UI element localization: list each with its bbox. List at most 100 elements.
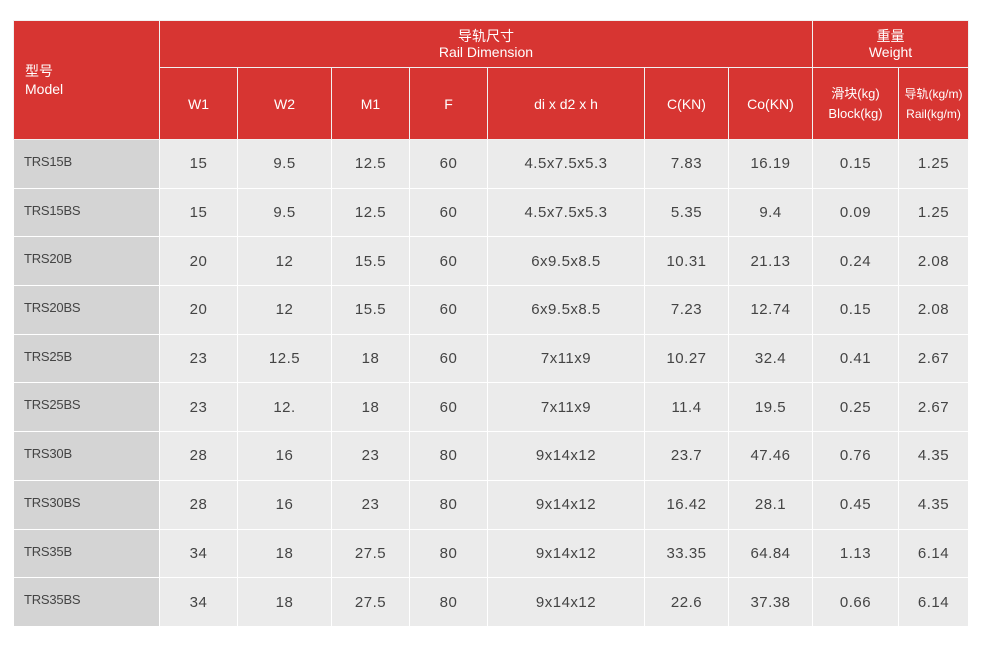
table-row: TRS30B 28 16 23 80 9x14x12 23.7 47.46 0.…	[13, 431, 970, 481]
table-row: TRS15B 15 9.5 12.5 60 4.5x7.5x5.3 7.83 1…	[13, 139, 970, 189]
w2-cell: 9.5	[237, 139, 332, 189]
rail-dimension-header: 导轨尺寸 Rail Dimension	[159, 20, 813, 68]
rail-weight-cell: 2.08	[897, 285, 970, 335]
c-cell: 7.23	[644, 285, 729, 335]
m1-cell: 23	[331, 480, 410, 530]
model-cell: TRS25B	[13, 334, 160, 384]
table-row: TRS35BS 34 18 27.5 80 9x14x12 22.6 37.38…	[13, 577, 970, 627]
f-cell: 80	[409, 480, 488, 530]
model-cell: TRS20B	[13, 236, 160, 287]
block-weight-cell: 0.24	[812, 236, 899, 287]
m1-cell: 23	[331, 431, 410, 481]
block-weight-cell: 0.45	[812, 480, 899, 530]
header-row-group: 型号 Model 导轨尺寸 Rail Dimension 重量 Weight	[13, 20, 970, 140]
w2-cell: 12.	[237, 382, 332, 433]
w2-cell: 9.5	[237, 188, 332, 238]
rail-weight-cell: 2.67	[897, 334, 970, 384]
c-cell: 16.42	[644, 480, 729, 530]
block-weight-cell: 0.41	[812, 334, 899, 384]
w2-cell: 12	[237, 285, 332, 335]
table-row: TRS20BS 20 12 15.5 60 6x9.5x8.5 7.23 12.…	[13, 285, 970, 335]
rail-weight-cell: 2.08	[897, 236, 970, 287]
m1-cell: 12.5	[331, 188, 410, 238]
co-cell: 64.84	[728, 529, 813, 579]
col-header-f: F	[409, 67, 488, 140]
model-cell: TRS35BS	[13, 577, 160, 627]
table-row: TRS25BS 23 12. 18 60 7x11x9 11.4 19.5 0.…	[13, 382, 970, 433]
w1-cell: 28	[159, 480, 238, 530]
rail-weight-cell: 1.25	[897, 188, 970, 238]
co-cell: 47.46	[728, 431, 813, 481]
m1-cell: 15.5	[331, 285, 410, 335]
model-cell: TRS35B	[13, 529, 160, 579]
table-row: TRS20B 20 12 15.5 60 6x9.5x8.5 10.31 21.…	[13, 236, 970, 287]
w2-cell: 12	[237, 236, 332, 287]
col-header-w2: W2	[237, 67, 332, 140]
m1-cell: 15.5	[331, 236, 410, 287]
f-cell: 60	[409, 236, 488, 287]
table-body: TRS15B 15 9.5 12.5 60 4.5x7.5x5.3 7.83 1…	[13, 139, 970, 627]
table-row: TRS30BS 28 16 23 80 9x14x12 16.42 28.1 0…	[13, 480, 970, 530]
f-cell: 60	[409, 188, 488, 238]
col-header-rail-en: Rail(kg/m)	[906, 106, 961, 121]
col-header-dims: di x d2 x h	[487, 67, 645, 140]
model-cell: TRS30B	[13, 431, 160, 481]
f-cell: 80	[409, 577, 488, 627]
model-cell: TRS25BS	[13, 382, 160, 433]
model-cell: TRS20BS	[13, 285, 160, 335]
table-row: TRS25B 23 12.5 18 60 7x11x9 10.27 32.4 0…	[13, 334, 970, 384]
co-cell: 12.74	[728, 285, 813, 335]
dims-cell: 9x14x12	[487, 480, 645, 530]
rail-weight-cell: 1.25	[897, 139, 970, 189]
c-cell: 10.31	[644, 236, 729, 287]
col-header-co: Co(KN)	[728, 67, 813, 140]
m1-cell: 27.5	[331, 577, 410, 627]
model-header-cn: 型号	[25, 63, 53, 79]
block-weight-cell: 1.13	[812, 529, 899, 579]
w2-cell: 18	[237, 529, 332, 579]
c-cell: 5.35	[644, 188, 729, 238]
dims-cell: 9x14x12	[487, 529, 645, 579]
weight-header: 重量 Weight	[811, 20, 970, 68]
rail-dimension-header-en: Rail Dimension	[438, 44, 534, 60]
w1-cell: 15	[159, 188, 238, 238]
c-cell: 22.6	[644, 577, 729, 627]
dims-cell: 7x11x9	[487, 334, 645, 384]
rail-weight-cell: 4.35	[897, 431, 970, 481]
co-cell: 21.13	[728, 236, 813, 287]
f-cell: 60	[409, 334, 488, 384]
c-cell: 7.83	[644, 139, 729, 189]
w2-cell: 18	[237, 577, 332, 627]
m1-cell: 12.5	[331, 139, 410, 189]
w2-cell: 16	[237, 480, 332, 530]
w1-cell: 15	[159, 139, 238, 189]
rail-weight-cell: 2.67	[897, 382, 970, 433]
col-header-c: C(KN)	[644, 67, 729, 140]
dims-cell: 9x14x12	[487, 577, 645, 627]
dims-cell: 6x9.5x8.5	[487, 236, 645, 287]
block-weight-cell: 0.15	[812, 285, 899, 335]
f-cell: 60	[409, 382, 488, 433]
w1-cell: 28	[159, 431, 238, 481]
block-weight-cell: 0.09	[812, 188, 899, 238]
model-header: 型号 Model	[13, 20, 160, 140]
table-row: TRS15BS 15 9.5 12.5 60 4.5x7.5x5.3 5.35 …	[13, 188, 970, 238]
w1-cell: 20	[159, 236, 238, 287]
m1-cell: 27.5	[331, 529, 410, 579]
col-header-rail: 导轨(kg/m) Rail(kg/m)	[897, 67, 970, 140]
w1-cell: 20	[159, 285, 238, 335]
co-cell: 28.1	[728, 480, 813, 530]
model-header-en: Model	[25, 81, 64, 97]
co-cell: 37.38	[728, 577, 813, 627]
co-cell: 19.5	[728, 382, 813, 433]
block-weight-cell: 0.76	[812, 431, 899, 481]
c-cell: 10.27	[644, 334, 729, 384]
dims-cell: 9x14x12	[487, 431, 645, 481]
col-header-rail-cn: 导轨(kg/m)	[904, 86, 963, 101]
c-cell: 33.35	[644, 529, 729, 579]
w1-cell: 34	[159, 577, 238, 627]
co-cell: 9.4	[728, 188, 813, 238]
block-weight-cell: 0.66	[812, 577, 899, 627]
dims-cell: 4.5x7.5x5.3	[487, 188, 645, 238]
m1-cell: 18	[331, 382, 410, 433]
